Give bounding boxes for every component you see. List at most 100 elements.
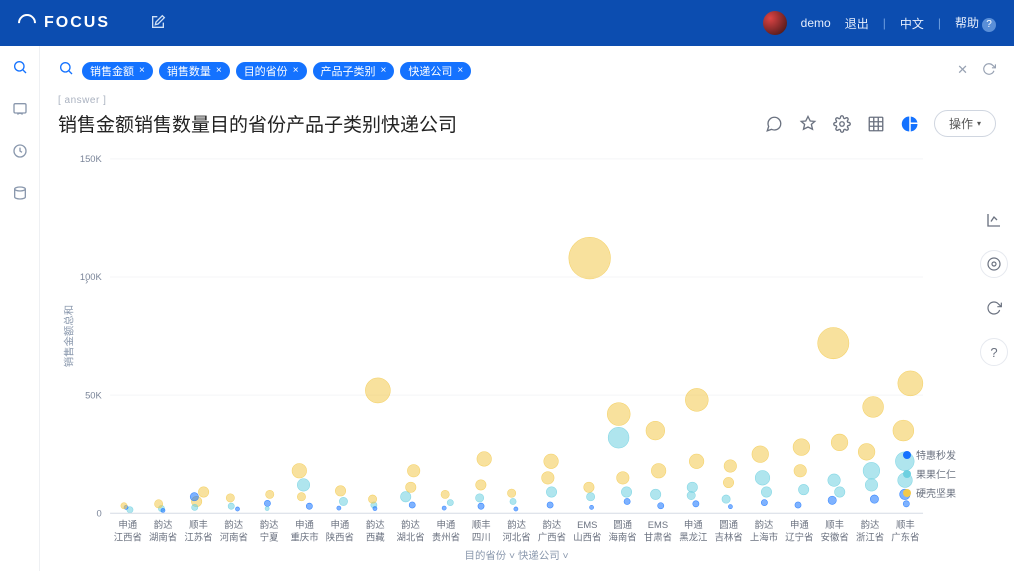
filter-pill[interactable]: 销售数量×: [159, 62, 230, 80]
chart-container: 050K100K150K销售金额总和›申通江西省韵达湖南省顺丰江苏省韵达河南省韵…: [58, 147, 996, 567]
svg-text:申通: 申通: [118, 519, 137, 530]
svg-text:申通: 申通: [330, 519, 349, 530]
svg-text:韵达: 韵达: [543, 519, 562, 530]
svg-text:韵达: 韵达: [401, 519, 420, 530]
main-area: 销售金额×销售数量×目的省份×产品子类别×快递公司× ✕ [ answer ] …: [40, 46, 1014, 571]
filter-pill[interactable]: 快递公司×: [400, 62, 471, 80]
language-link[interactable]: 中文: [900, 15, 924, 32]
pill-remove-icon[interactable]: ×: [216, 65, 222, 76]
chart-legend: 特惠秒发果果仁仁硬壳坚果: [903, 447, 956, 504]
svg-text:陕西省: 陕西省: [326, 531, 354, 542]
sidebar-data-icon[interactable]: [11, 184, 29, 202]
logo-icon: [14, 10, 39, 35]
right-toolbar: ?: [980, 206, 1008, 366]
svg-text:湖北省: 湖北省: [396, 531, 424, 542]
svg-text:浙江省: 浙江省: [856, 531, 884, 542]
svg-text:韵达: 韵达: [507, 519, 526, 530]
legend-item[interactable]: 果果仁仁: [903, 466, 956, 481]
svg-text:韵达: 韵达: [154, 519, 173, 530]
sidebar-chat-icon[interactable]: [11, 100, 29, 118]
svg-text:顺丰: 顺丰: [896, 519, 915, 530]
search-icon[interactable]: [58, 60, 74, 81]
svg-text:目的省份 ˅ 快递公司 ˅: 目的省份 ˅ 快递公司 ˅: [465, 549, 569, 562]
svg-text:100K: 100K: [80, 272, 103, 282]
pin-icon[interactable]: [798, 114, 818, 134]
pill-remove-icon[interactable]: ×: [381, 65, 387, 76]
filter-pill[interactable]: 产品子类别×: [313, 62, 395, 80]
config-tool-icon[interactable]: [980, 250, 1008, 278]
username[interactable]: demo: [801, 16, 831, 30]
svg-text:顺丰: 顺丰: [472, 519, 491, 530]
comment-icon[interactable]: [764, 114, 784, 134]
breadcrumb: [ answer ]: [58, 95, 996, 106]
filter-pill[interactable]: 销售金额×: [82, 62, 153, 80]
svg-text:贵州省: 贵州省: [432, 531, 460, 542]
left-sidebar: [0, 46, 40, 571]
refresh-search-icon[interactable]: [982, 62, 996, 79]
svg-text:河南省: 河南省: [220, 531, 248, 542]
svg-text:广东省: 广东省: [891, 531, 919, 542]
svg-text:EMS: EMS: [577, 520, 597, 530]
svg-text:江西省: 江西省: [114, 531, 142, 542]
svg-text:圆通: 圆通: [719, 520, 738, 530]
top-header: FOCUS demo 退出 | 中文 | 帮助?: [0, 0, 1014, 46]
scatter-chart[interactable]: 050K100K150K销售金额总和›申通江西省韵达湖南省顺丰江苏省韵达河南省韵…: [58, 147, 996, 567]
svg-text:销售金额总和: 销售金额总和: [63, 305, 76, 367]
svg-text:河北省: 河北省: [503, 531, 531, 542]
svg-text:顺丰: 顺丰: [189, 519, 208, 530]
svg-text:0: 0: [97, 508, 102, 518]
legend-item[interactable]: 硬壳坚果: [903, 485, 956, 500]
svg-text:安徽省: 安徽省: [821, 531, 849, 542]
svg-text:山西省: 山西省: [573, 531, 601, 542]
filter-pills: 销售金额× 销售数量× 目的省份× 产品子类别× 快递公司×: [82, 62, 949, 80]
svg-text:韵达: 韵达: [366, 519, 385, 530]
reload-tool-icon[interactable]: [980, 294, 1008, 322]
legend-item[interactable]: 特惠秒发: [903, 447, 956, 462]
svg-text:50K: 50K: [85, 390, 102, 400]
settings-icon[interactable]: [832, 114, 852, 134]
pill-remove-icon[interactable]: ×: [457, 65, 463, 76]
edit-icon[interactable]: [150, 14, 166, 33]
svg-text:湖南省: 湖南省: [149, 531, 177, 542]
header-right: demo 退出 | 中文 | 帮助?: [763, 11, 996, 35]
sidebar-history-icon[interactable]: [11, 142, 29, 160]
svg-text:韵达: 韵达: [260, 519, 279, 530]
svg-text:顺丰: 顺丰: [825, 519, 844, 530]
avatar[interactable]: [763, 11, 787, 35]
svg-text:广西省: 广西省: [538, 531, 566, 542]
help-icon: ?: [982, 18, 996, 32]
search-row: 销售金额× 销售数量× 目的省份× 产品子类别× 快递公司× ✕: [58, 60, 996, 81]
brand[interactable]: FOCUS: [18, 14, 110, 32]
pill-remove-icon[interactable]: ×: [293, 65, 299, 76]
svg-text:150K: 150K: [80, 154, 103, 164]
pill-remove-icon[interactable]: ×: [139, 65, 145, 76]
svg-text:韵达: 韵达: [861, 519, 880, 530]
clear-search-icon[interactable]: ✕: [957, 62, 968, 79]
help-link[interactable]: 帮助?: [955, 14, 996, 32]
chart-view-icon[interactable]: [900, 114, 920, 134]
operations-button[interactable]: 操作 ▾: [934, 110, 996, 137]
svg-text:宁夏: 宁夏: [260, 531, 279, 542]
sidebar-search-icon[interactable]: [11, 58, 29, 76]
axis-tool-icon[interactable]: [980, 206, 1008, 234]
svg-text:西藏: 西藏: [366, 531, 385, 542]
table-view-icon[interactable]: [866, 114, 886, 134]
svg-text:重庆市: 重庆市: [290, 531, 318, 542]
svg-text:韵达: 韵达: [224, 519, 243, 530]
title-row: 销售金额销售数量目的省份产品子类别快递公司 操作 ▾: [58, 110, 996, 137]
svg-text:吉林省: 吉林省: [715, 531, 743, 542]
svg-text:黑龙江: 黑龙江: [679, 531, 707, 542]
svg-text:EMS: EMS: [648, 520, 668, 530]
brand-text: FOCUS: [44, 14, 110, 32]
svg-text:海南省: 海南省: [609, 531, 637, 542]
svg-text:申通: 申通: [684, 519, 703, 530]
filter-pill[interactable]: 目的省份×: [236, 62, 307, 80]
svg-text:圆通: 圆通: [613, 520, 632, 530]
help-tool-icon[interactable]: ?: [980, 338, 1008, 366]
svg-text:甘肃省: 甘肃省: [644, 531, 672, 542]
logout-link[interactable]: 退出: [845, 15, 869, 32]
svg-text:江苏省: 江苏省: [184, 531, 212, 542]
svg-text:申通: 申通: [437, 519, 456, 530]
svg-text:上海市: 上海市: [750, 531, 778, 542]
svg-text:申通: 申通: [790, 519, 809, 530]
